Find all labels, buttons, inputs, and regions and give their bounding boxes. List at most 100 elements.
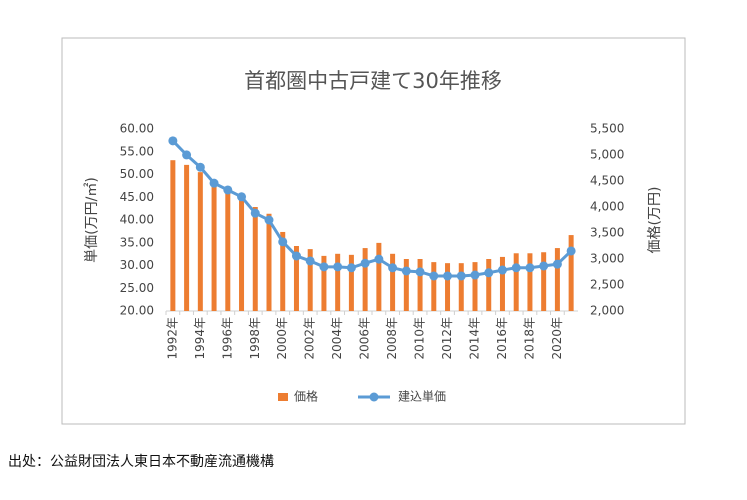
y-tick-label: 55.00 [120,144,154,158]
line-marker [415,267,425,277]
y2-tick-label: 2,000 [590,304,624,318]
y2-tick-label: 4,500 [590,174,624,188]
y2-tick-label: 4,000 [590,200,624,214]
y2-tick-label: 2,500 [590,278,624,292]
line-marker [470,270,480,280]
line-marker [209,178,219,188]
source-note: 出处：公益財団法人東日本不動産流通機構 [8,454,274,470]
line-marker [484,268,494,278]
y-tick-label: 25.00 [120,281,154,295]
line-marker [360,258,370,268]
bar [239,198,245,311]
line-marker [566,246,576,256]
chart-title: 首都圏中古戸建て30年推移 [244,69,502,93]
line-marker [223,185,233,195]
bar [431,262,437,311]
bar [541,252,547,311]
y2-tick-label: 5,000 [590,148,624,162]
bar [211,183,217,311]
line-marker [278,237,288,247]
line-marker [182,150,192,160]
line-marker [305,256,315,266]
legend-label: 価格 [294,389,318,404]
bar [280,231,286,311]
line-marker [539,261,549,271]
legend-label: 建込単価 [398,390,446,404]
y-tick-label: 40.00 [120,213,154,227]
y-tick-label: 45.00 [120,190,154,204]
legend-swatch [278,393,288,401]
x-tick-label: 2004年 [330,317,344,360]
y2-axis-label: 価格(万円) [647,187,663,254]
bar [445,263,451,311]
x-tick-label: 2020年 [550,317,564,360]
x-tick-label: 2000年 [275,317,289,360]
bar [527,253,533,311]
line-marker [250,208,260,218]
x-tick-label: 1998年 [248,317,262,360]
x-tick-label: 1992年 [165,317,179,360]
bar [513,253,519,311]
line-marker [195,162,205,172]
line-marker [168,136,178,146]
bar [390,253,396,311]
line-marker [456,271,466,281]
y-axis-label: 単価(万円/㎡) [84,177,100,263]
bar [417,259,423,311]
bar [376,242,382,311]
bar [472,262,478,311]
bar [307,249,313,311]
x-tick-label: 2014年 [468,317,482,360]
line-marker [443,271,453,281]
bar [348,254,354,311]
bar [170,160,176,311]
line-marker [497,265,507,275]
bar [486,259,492,311]
line-marker [401,266,411,276]
y2-tick-label: 5,500 [590,122,624,136]
x-tick-label: 2002年 [303,317,317,360]
x-tick-label: 2008年 [385,317,399,360]
x-tick-label: 2012年 [440,317,454,360]
x-tick-label: 2018年 [522,317,536,360]
legend-swatch [369,392,379,402]
y-tick-label: 30.00 [120,258,154,272]
chart-frame [61,37,686,425]
y-tick-label: 20.00 [120,304,154,318]
bar [293,246,299,311]
line-marker [511,263,521,273]
bar [568,235,574,311]
bar [197,172,203,311]
bar [403,259,409,311]
bar [321,255,327,311]
x-tick-label: 2006年 [358,317,372,360]
x-tick-label: 1996年 [220,317,234,360]
line-marker [374,254,384,264]
line-marker [388,263,398,273]
x-tick-label: 1994年 [193,317,207,360]
bar [252,207,258,311]
bar [554,248,560,311]
bar [362,248,368,311]
line-marker [291,251,301,261]
line-marker [237,192,247,202]
line-marker [264,215,274,225]
line-marker [346,263,356,273]
line-marker [333,262,343,272]
x-tick-label: 2016年 [495,317,509,360]
x-tick-label: 2010年 [413,317,427,360]
bar [184,164,190,311]
line-marker [525,263,535,273]
bar [266,213,272,311]
bar [458,263,464,311]
y-tick-label: 35.00 [120,235,154,249]
bar [335,253,341,311]
bar [499,256,505,311]
bar [225,189,231,311]
y2-tick-label: 3,500 [590,226,624,240]
y-tick-label: 50.00 [120,167,154,181]
y2-tick-label: 3,000 [590,252,624,266]
line-marker [319,262,329,272]
y-tick-label: 60.00 [120,122,154,136]
